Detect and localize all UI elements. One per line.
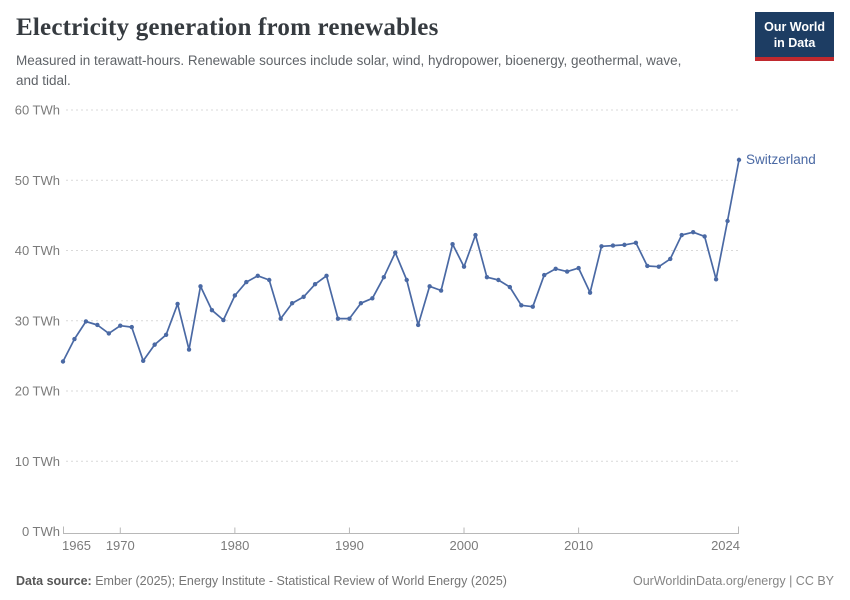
data-point[interactable] <box>141 358 146 363</box>
series-line-switzerland[interactable] <box>62 159 740 363</box>
data-source-text: Ember (2025); Energy Institute - Statist… <box>91 574 507 588</box>
series-end-label[interactable]: Switzerland <box>746 152 816 167</box>
data-point[interactable] <box>450 241 455 247</box>
data-point[interactable] <box>186 347 192 352</box>
x-tick-label: 1965 <box>62 538 91 553</box>
x-tick-label: 1970 <box>106 538 135 553</box>
data-point[interactable] <box>496 277 501 283</box>
data-point[interactable] <box>553 266 558 271</box>
data-point[interactable] <box>83 319 89 324</box>
chart-header: Electricity generation from renewables O… <box>16 12 834 90</box>
data-point[interactable] <box>599 244 604 249</box>
data-point[interactable] <box>404 277 409 283</box>
data-point[interactable] <box>95 322 100 328</box>
x-tick-label: 2000 <box>450 538 479 553</box>
data-point[interactable] <box>347 316 352 321</box>
data-point[interactable] <box>725 218 730 224</box>
data-point[interactable] <box>301 294 306 300</box>
data-point[interactable] <box>106 331 112 336</box>
data-point[interactable] <box>656 264 661 269</box>
owid-logo[interactable]: Our World in Data <box>755 12 834 61</box>
y-tick-label: 30 TWh <box>15 313 60 328</box>
data-point[interactable] <box>129 324 134 330</box>
data-point[interactable] <box>690 230 696 235</box>
data-point[interactable] <box>530 304 535 309</box>
data-point[interactable] <box>622 242 627 248</box>
data-point[interactable] <box>415 322 421 328</box>
data-point[interactable] <box>610 243 616 248</box>
data-point[interactable] <box>118 323 123 328</box>
data-point[interactable] <box>175 301 180 307</box>
data-point[interactable] <box>668 256 673 262</box>
data-point[interactable] <box>587 290 593 295</box>
data-point[interactable] <box>312 282 318 287</box>
data-point[interactable] <box>278 316 283 321</box>
data-point[interactable] <box>736 157 742 163</box>
data-point[interactable] <box>473 232 478 238</box>
data-point[interactable] <box>209 308 215 313</box>
credit-link[interactable]: OurWorldinData.org/energy | CC BY <box>632 574 834 588</box>
y-tick-label: 40 TWh <box>15 243 60 258</box>
data-point[interactable] <box>438 288 444 293</box>
y-tick-label: 0 TWh <box>22 524 60 539</box>
x-tick-label: 1990 <box>335 538 364 553</box>
y-tick-label: 10 TWh <box>15 454 60 469</box>
y-tick-label: 60 TWh <box>15 103 60 118</box>
data-point[interactable] <box>461 264 467 269</box>
data-point[interactable] <box>163 332 169 337</box>
data-point[interactable] <box>645 263 650 269</box>
data-point[interactable] <box>370 296 375 301</box>
data-point[interactable] <box>393 250 398 255</box>
x-tick-label: 2010 <box>564 538 593 553</box>
data-point[interactable] <box>244 279 249 285</box>
data-source: Data source: Ember (2025); Energy Instit… <box>16 574 507 588</box>
data-point[interactable] <box>232 293 238 298</box>
x-tick-label: 1980 <box>220 538 249 553</box>
data-point[interactable] <box>564 269 570 274</box>
data-point[interactable] <box>358 300 364 306</box>
data-point[interactable] <box>507 284 513 290</box>
chart-subtitle: Measured in terawatt-hours. Renewable so… <box>16 53 682 88</box>
data-point[interactable] <box>335 316 341 321</box>
chart-footer: Data source: Ember (2025); Energy Instit… <box>16 574 834 588</box>
data-point[interactable] <box>221 317 226 323</box>
data-point[interactable] <box>633 240 639 245</box>
data-point[interactable] <box>267 277 272 283</box>
data-point[interactable] <box>72 336 77 342</box>
data-point[interactable] <box>198 284 203 289</box>
data-point[interactable] <box>702 234 707 239</box>
data-point[interactable] <box>519 303 524 308</box>
data-point[interactable] <box>713 277 719 282</box>
data-point[interactable] <box>60 359 66 364</box>
page-title: Electricity generation from renewables <box>16 14 439 41</box>
data-point[interactable] <box>152 342 157 347</box>
data-point[interactable] <box>427 284 432 289</box>
data-point[interactable] <box>381 274 387 280</box>
data-point[interactable] <box>679 232 684 238</box>
owid-logo-line2: in Data <box>773 36 816 51</box>
data-point[interactable] <box>484 274 490 280</box>
data-point[interactable] <box>255 273 260 278</box>
data-source-label: Data source: <box>16 574 92 588</box>
owid-logo-line1: Our World <box>764 20 825 34</box>
x-tick-label: 2024 <box>711 538 740 553</box>
data-point[interactable] <box>576 265 581 271</box>
data-point[interactable] <box>289 300 295 306</box>
data-point[interactable] <box>324 273 329 278</box>
data-point[interactable] <box>542 272 547 278</box>
y-tick-label: 50 TWh <box>15 173 60 188</box>
y-tick-label: 20 TWh <box>15 384 60 399</box>
